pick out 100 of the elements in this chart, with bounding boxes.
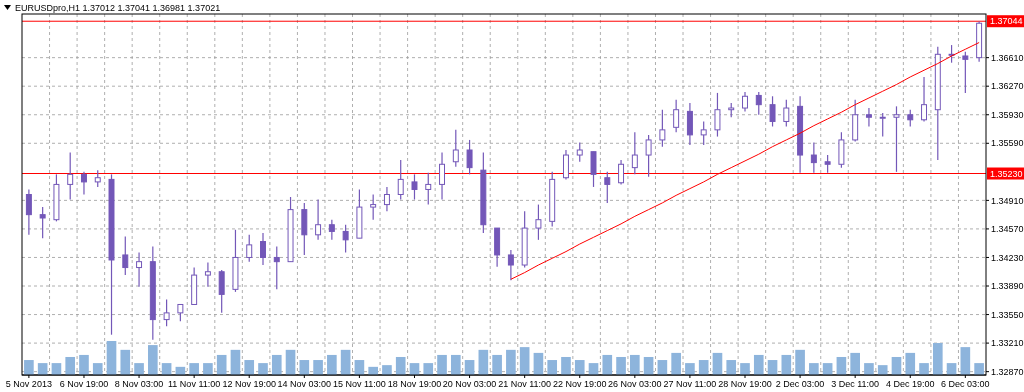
bar — [781, 354, 792, 375]
bar — [740, 363, 750, 375]
bar — [602, 354, 613, 375]
candlestick — [67, 151, 74, 201]
x-tick-label: 21 Nov 11:00 — [498, 379, 552, 389]
bar — [932, 343, 943, 375]
candlestick — [163, 298, 170, 327]
x-tick-label: 28 Nov 19:00 — [718, 379, 772, 389]
x-tick-label: 26 Nov 03:00 — [608, 379, 662, 389]
bar — [698, 360, 709, 375]
candlestick — [425, 172, 432, 206]
bar — [313, 360, 323, 375]
chart-title: EURUSDpro,H1 1.37012 1.37041 1.36981 1.37021 — [15, 2, 221, 13]
bar — [877, 365, 888, 375]
candlestick — [204, 261, 211, 288]
candlestick — [810, 141, 817, 174]
bar — [189, 363, 199, 375]
bar — [244, 360, 255, 375]
candlestick — [342, 224, 349, 254]
candlestick — [645, 134, 652, 178]
bar — [671, 352, 681, 375]
y-tick-label: 1.32870 — [991, 366, 1024, 377]
candlestick — [700, 120, 707, 146]
bar — [630, 354, 640, 375]
x-tick-label: 4 Dec 19:00 — [885, 379, 935, 389]
x-tick-label: 6 Dec 03:00 — [941, 379, 990, 389]
candlestick — [562, 149, 569, 180]
bar — [106, 341, 117, 375]
bar — [258, 363, 268, 375]
candlestick — [25, 188, 32, 236]
bar — [450, 354, 461, 375]
candlestick — [383, 186, 390, 212]
candlestick — [921, 76, 928, 123]
candlestick — [590, 151, 597, 188]
y-tick-label: 1.35590 — [991, 138, 1024, 149]
bar — [79, 354, 89, 375]
x-tick-label: 15 Nov 11:00 — [332, 379, 386, 389]
candlestick — [686, 102, 693, 146]
bar — [574, 360, 585, 375]
bar — [726, 360, 737, 375]
bar — [519, 347, 530, 375]
y-tick-label: 1.35930 — [991, 109, 1024, 120]
candlestick — [397, 159, 404, 201]
bar — [437, 354, 447, 375]
candlestick — [893, 105, 900, 173]
bar — [561, 356, 571, 375]
bar — [616, 356, 626, 375]
candlestick — [218, 269, 225, 314]
candlestick — [604, 171, 611, 204]
candlestick — [122, 235, 129, 276]
bar — [203, 363, 213, 375]
x-tick-label: 20 Nov 03:00 — [442, 379, 497, 389]
y-tick-label: 1.36610 — [991, 52, 1024, 63]
candlestick — [631, 131, 638, 175]
candlestick — [370, 193, 377, 221]
candlestick — [865, 107, 872, 128]
ref-line-label: 1.37044 — [990, 16, 1023, 27]
candlestick — [576, 141, 583, 163]
y-tick-label: 1.34910 — [991, 195, 1024, 206]
candlestick — [673, 99, 680, 133]
candlestick — [962, 51, 969, 94]
candlestick — [246, 234, 253, 263]
y-tick-label: 1.34570 — [991, 224, 1024, 235]
x-tick-label: 3 Dec 11:00 — [831, 379, 880, 389]
bar — [547, 360, 558, 375]
candlestick — [315, 198, 322, 241]
ref-line-label: 1.35230 — [990, 168, 1023, 179]
x-tick-label: 14 Nov 03:00 — [277, 379, 332, 389]
bar — [753, 354, 764, 375]
bar — [905, 352, 916, 375]
candlestick — [273, 245, 280, 290]
candlestick — [535, 203, 542, 241]
bar — [492, 354, 502, 375]
y-tick-label: 1.33210 — [991, 338, 1024, 349]
candlestick — [714, 92, 721, 138]
bar — [65, 356, 76, 375]
x-tick-label: 8 Nov 03:00 — [114, 379, 164, 389]
bar — [795, 349, 805, 375]
candlestick — [783, 99, 790, 128]
bar — [919, 363, 929, 375]
candlestick — [618, 159, 625, 186]
bar — [327, 354, 337, 375]
bar — [685, 363, 695, 375]
candlestick — [39, 206, 46, 239]
x-tick-label: 5 Nov 2013 — [5, 379, 52, 389]
bar — [423, 363, 434, 375]
candlestick — [659, 109, 666, 148]
y-tick-label: 1.33890 — [991, 281, 1024, 292]
bar — [92, 363, 103, 375]
bar — [134, 363, 144, 375]
bar — [271, 354, 282, 375]
candlestick — [742, 91, 748, 112]
bar — [148, 345, 158, 375]
y-tick-label: 1.34230 — [991, 252, 1024, 263]
candlestick — [769, 95, 776, 128]
candlestick — [755, 91, 762, 116]
x-tick-label: 18 Nov 19:00 — [387, 379, 442, 389]
bar — [120, 349, 131, 375]
x-tick-label: 11 Nov 11:00 — [168, 379, 221, 389]
bar — [216, 354, 227, 375]
